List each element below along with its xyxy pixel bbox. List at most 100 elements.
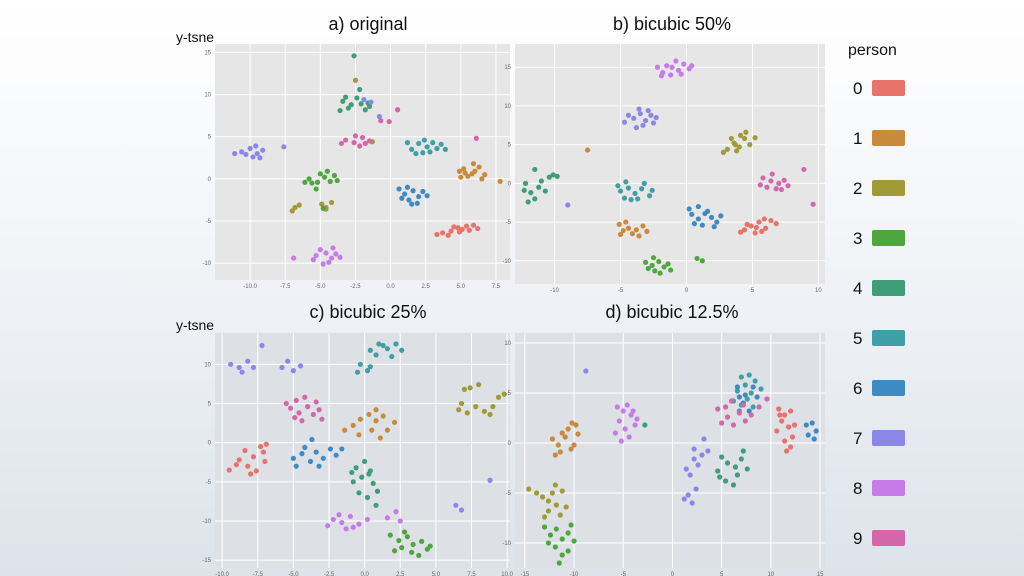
data-point: [625, 225, 632, 231]
data-point: [356, 490, 362, 496]
data-point: [366, 138, 373, 144]
data-point: [617, 231, 624, 238]
data-point: [810, 201, 816, 207]
data-point: [228, 361, 234, 367]
data-point: [420, 150, 426, 156]
series-person-5: [354, 341, 405, 375]
data-point: [768, 178, 774, 184]
data-point: [556, 560, 562, 566]
data-point: [333, 452, 339, 458]
data-point: [559, 488, 565, 494]
data-point: [236, 364, 242, 371]
y-tick-label: 5: [508, 143, 512, 149]
x-tick-label: 0: [685, 288, 689, 294]
data-point: [467, 385, 473, 391]
x-tick-label: 7.5: [492, 284, 501, 290]
x-tick-label: -15: [521, 572, 530, 576]
data-point: [404, 184, 411, 190]
x-tick-label: -7.5: [280, 284, 291, 290]
data-point: [409, 549, 415, 555]
data-point: [545, 498, 552, 504]
data-point: [296, 410, 302, 416]
data-point: [565, 548, 571, 554]
data-point: [337, 254, 343, 260]
data-point: [439, 230, 446, 236]
data-point: [686, 206, 692, 212]
data-point: [768, 217, 774, 224]
data-point: [545, 540, 552, 546]
data-point: [328, 199, 335, 206]
data-point: [734, 388, 741, 394]
data-point: [553, 526, 559, 532]
data-point: [746, 372, 752, 378]
series-person-8: [324, 509, 403, 532]
legend-label: 3: [853, 229, 862, 248]
data-point: [482, 172, 488, 178]
data-point: [336, 512, 342, 518]
legend-item-2: 2: [853, 179, 905, 198]
data-point: [453, 502, 459, 508]
data-point: [317, 171, 323, 177]
data-point: [728, 135, 734, 142]
legend-label: 1: [853, 129, 862, 148]
data-point: [691, 221, 698, 227]
data-point: [633, 227, 639, 233]
data-point: [628, 412, 634, 418]
data-point: [744, 466, 750, 472]
data-point: [773, 186, 779, 192]
data-point: [787, 444, 794, 450]
series-person-7: [228, 342, 493, 513]
data-point: [565, 530, 571, 536]
data-point: [683, 466, 689, 472]
series-person-2: [720, 129, 758, 155]
data-point: [309, 180, 315, 186]
data-point: [404, 140, 411, 146]
data-point: [756, 219, 762, 225]
data-point: [748, 390, 754, 396]
data-point: [705, 448, 711, 454]
data-point: [633, 125, 639, 131]
data-point: [813, 428, 819, 434]
data-point: [708, 214, 715, 221]
data-point: [737, 132, 744, 138]
data-point: [362, 107, 368, 113]
data-point: [717, 474, 723, 480]
data-point: [723, 478, 729, 484]
data-point: [359, 134, 366, 141]
data-point: [462, 170, 468, 176]
data-point: [296, 202, 302, 208]
data-point: [448, 228, 454, 234]
data-point: [714, 219, 720, 225]
y-tick-label: 10: [204, 362, 211, 368]
series-person-3: [541, 522, 577, 566]
data-point: [458, 507, 465, 513]
data-point: [357, 416, 363, 422]
data-point: [736, 410, 742, 416]
data-point: [302, 394, 308, 400]
data-point: [302, 444, 308, 450]
data-point: [364, 516, 371, 523]
data-point: [691, 446, 697, 452]
series-person-7: [565, 106, 659, 208]
data-point: [784, 448, 790, 454]
series-person-5: [730, 372, 764, 414]
data-point: [350, 524, 356, 530]
legend-swatch: [872, 330, 905, 346]
data-point: [568, 446, 574, 452]
data-point: [253, 468, 259, 474]
data-point: [470, 222, 477, 228]
data-point: [391, 548, 398, 554]
data-point: [442, 146, 448, 152]
data-point: [774, 428, 780, 434]
data-point: [744, 396, 750, 402]
data-point: [326, 259, 332, 265]
series-person-8: [654, 58, 695, 79]
x-tick-label: -10: [550, 288, 559, 294]
data-point: [461, 386, 467, 392]
plot-area: [215, 44, 510, 280]
data-point: [636, 233, 642, 239]
data-point: [699, 452, 705, 458]
data-point: [473, 135, 479, 141]
legend: person 0 1 2 3 4 5 6 7 8 9: [848, 42, 905, 548]
data-point: [354, 95, 360, 101]
